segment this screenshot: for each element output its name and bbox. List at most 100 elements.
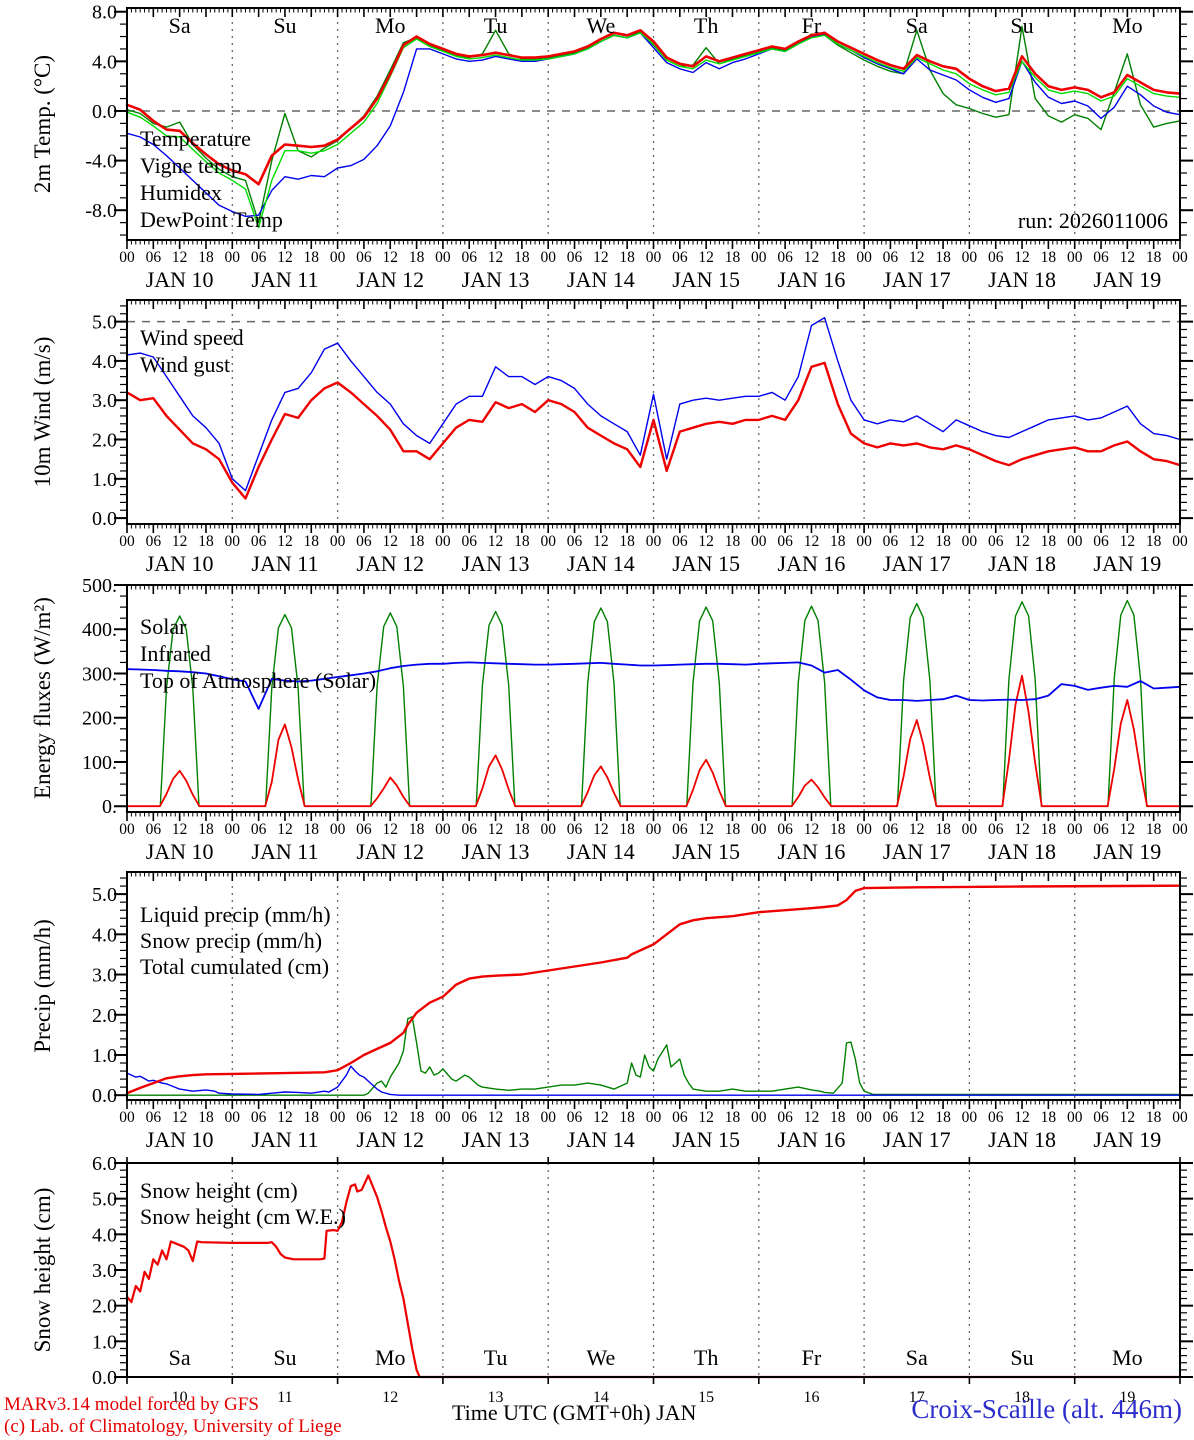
hour-tick-label: 00: [751, 1109, 767, 1126]
y-tick-label: 3.0: [92, 965, 117, 987]
y-axis-title-temperature: 2m Temp. (°C): [30, 54, 55, 194]
credits: MARv3.14 model forced by GFS (c) Lab. of…: [4, 1394, 342, 1438]
date-label: JAN 19: [1093, 1127, 1161, 1152]
hour-tick-label: 12: [383, 533, 399, 550]
day-gridlines: [231, 872, 1076, 1100]
weekday-names: Sa Su Mo Tu We Th Fr Sa Su Mo: [169, 13, 1143, 38]
hour-tick-label: 06: [146, 1109, 162, 1126]
panel-wind: 5.04.03.02.01.00.000 06 12 18 00 06 12 18 00 06 12…: [92, 299, 1193, 576]
date-label: JAN 16: [778, 839, 846, 864]
legend-item: Snow height (cm): [140, 1178, 298, 1203]
hour-tick-label: 06: [883, 249, 899, 266]
weekday-label: Mo: [1112, 13, 1143, 38]
day-number-label: 10: [172, 1389, 188, 1406]
hour-tick-label: 00: [435, 821, 451, 838]
hour-tick-label: 00: [1067, 821, 1083, 838]
y-tick-label: 4.0: [92, 924, 117, 946]
date-label: JAN 13: [462, 839, 530, 864]
hour-tick-label: 06: [356, 1109, 372, 1126]
x-axis-ticks: 00 06 12 18 00 06 12 18 00 06 12 18 00 06 12 18 00 06 12 18…: [119, 8, 1188, 292]
hour-tick-label: 00: [119, 821, 135, 838]
date-label: JAN 12: [356, 267, 424, 292]
weekday-label: Fr: [802, 1345, 822, 1370]
hour-tick-label: 18: [830, 1109, 846, 1126]
station-name: Croix-Scaille (alt. 446m): [911, 1394, 1182, 1424]
hour-tick-label: 12: [383, 249, 399, 266]
day-number-label: 12: [382, 1389, 398, 1406]
y-tick-label: 3.0: [92, 390, 117, 412]
y-axis-title-snow: Snow height (cm): [30, 1187, 55, 1353]
hour-tick-label: 00: [119, 1109, 135, 1126]
weekday-label: Su: [1010, 1345, 1033, 1370]
hour-tick-label: 00: [330, 533, 346, 550]
hour-tick-label: 00: [119, 533, 135, 550]
hour-tick-label: 18: [514, 249, 530, 266]
hour-tick-label: 12: [698, 1109, 714, 1126]
legend-item: Wind gust: [140, 352, 230, 377]
hour-tick-label: 18: [409, 1109, 425, 1126]
y-tick-label: 6.0: [92, 1153, 117, 1175]
hour-tick-label: 06: [988, 1109, 1004, 1126]
hour-tick-label: 00: [856, 821, 872, 838]
y-tick-label: 0.0: [92, 1367, 117, 1389]
date-label: JAN 17: [883, 1127, 951, 1152]
hour-tick-label: 06: [567, 249, 583, 266]
panel-precip: 5.04.03.02.01.00.000 06 12 18 00 06 12 18 00 06 12…: [92, 871, 1193, 1152]
hour-tick-label: 06: [461, 533, 477, 550]
hour-tick-label: 00: [435, 533, 451, 550]
hour-tick-label: 18: [619, 821, 635, 838]
date-label: JAN 19: [1093, 551, 1161, 576]
y-axis-ticks: 8.0 4.0 0.0 -4.0 -8.0: [85, 2, 1193, 236]
date-label: JAN 18: [988, 839, 1056, 864]
hour-tick-label: 18: [935, 821, 951, 838]
weekday-label: We: [586, 13, 615, 38]
hour-tick-label: 06: [883, 533, 899, 550]
hour-tick-label: 00: [1172, 533, 1188, 550]
hour-tick-label: 18: [514, 533, 530, 550]
hour-tick-label: 18: [725, 533, 741, 550]
y-tick-label: 4.0: [92, 1224, 117, 1246]
y-tick-label: 500.: [82, 575, 117, 597]
series-line-liquid-precip-mm-h: [126, 1016, 1181, 1096]
hour-tick-label: 00: [1067, 533, 1083, 550]
date-label: JAN 19: [1093, 839, 1161, 864]
date-label: JAN 14: [567, 839, 635, 864]
date-label: JAN 19: [1093, 267, 1161, 292]
y-axis-title-wind: 10m Wind (m/s): [30, 336, 55, 488]
legend-item: Total cumulated (cm): [140, 954, 329, 979]
y-tick-label: 5.0: [92, 312, 117, 334]
date-label: JAN 14: [567, 267, 635, 292]
hour-tick-label: 00: [119, 249, 135, 266]
hour-tick-label: 00: [856, 533, 872, 550]
hour-tick-label: 06: [567, 1109, 583, 1126]
hour-tick-label: 06: [1093, 821, 1109, 838]
hour-tick-label: 12: [1014, 821, 1030, 838]
legend-precip: Liquid precip (mm/h)Snow precip (mm/h)To…: [140, 902, 331, 979]
hour-tick-label: 18: [409, 533, 425, 550]
series-line-infrared: [126, 661, 1181, 710]
date-label: JAN 16: [778, 267, 846, 292]
date-label: JAN 13: [462, 551, 530, 576]
hour-tick-label: 12: [698, 533, 714, 550]
hour-tick-label: 12: [383, 1109, 399, 1126]
hour-tick-label: 06: [672, 821, 688, 838]
hour-tick-label: 06: [988, 249, 1004, 266]
hour-tick-label: 12: [488, 821, 504, 838]
day-number-label: 13: [488, 1389, 504, 1406]
date-label: JAN 15: [672, 1127, 740, 1152]
y-tick-label: 200.: [82, 708, 117, 730]
y-tick-label: 2.0: [92, 1296, 117, 1318]
hour-tick-label: 12: [593, 533, 609, 550]
date-label: JAN 17: [883, 267, 951, 292]
date-label: JAN 16: [778, 551, 846, 576]
day-gridlines: [231, 300, 1076, 524]
hour-tick-label: 06: [251, 533, 267, 550]
hour-tick-label: 06: [672, 533, 688, 550]
hour-tick-label: 00: [751, 249, 767, 266]
date-label: JAN 12: [356, 839, 424, 864]
y-axis-ticks: 6.0 5.0 4.0 3.0 2.0 1.0 0.0: [92, 1153, 1193, 1389]
hour-tick-label: 12: [909, 1109, 925, 1126]
y-tick-label: 5.0: [92, 884, 117, 906]
date-label: JAN 10: [146, 839, 214, 864]
